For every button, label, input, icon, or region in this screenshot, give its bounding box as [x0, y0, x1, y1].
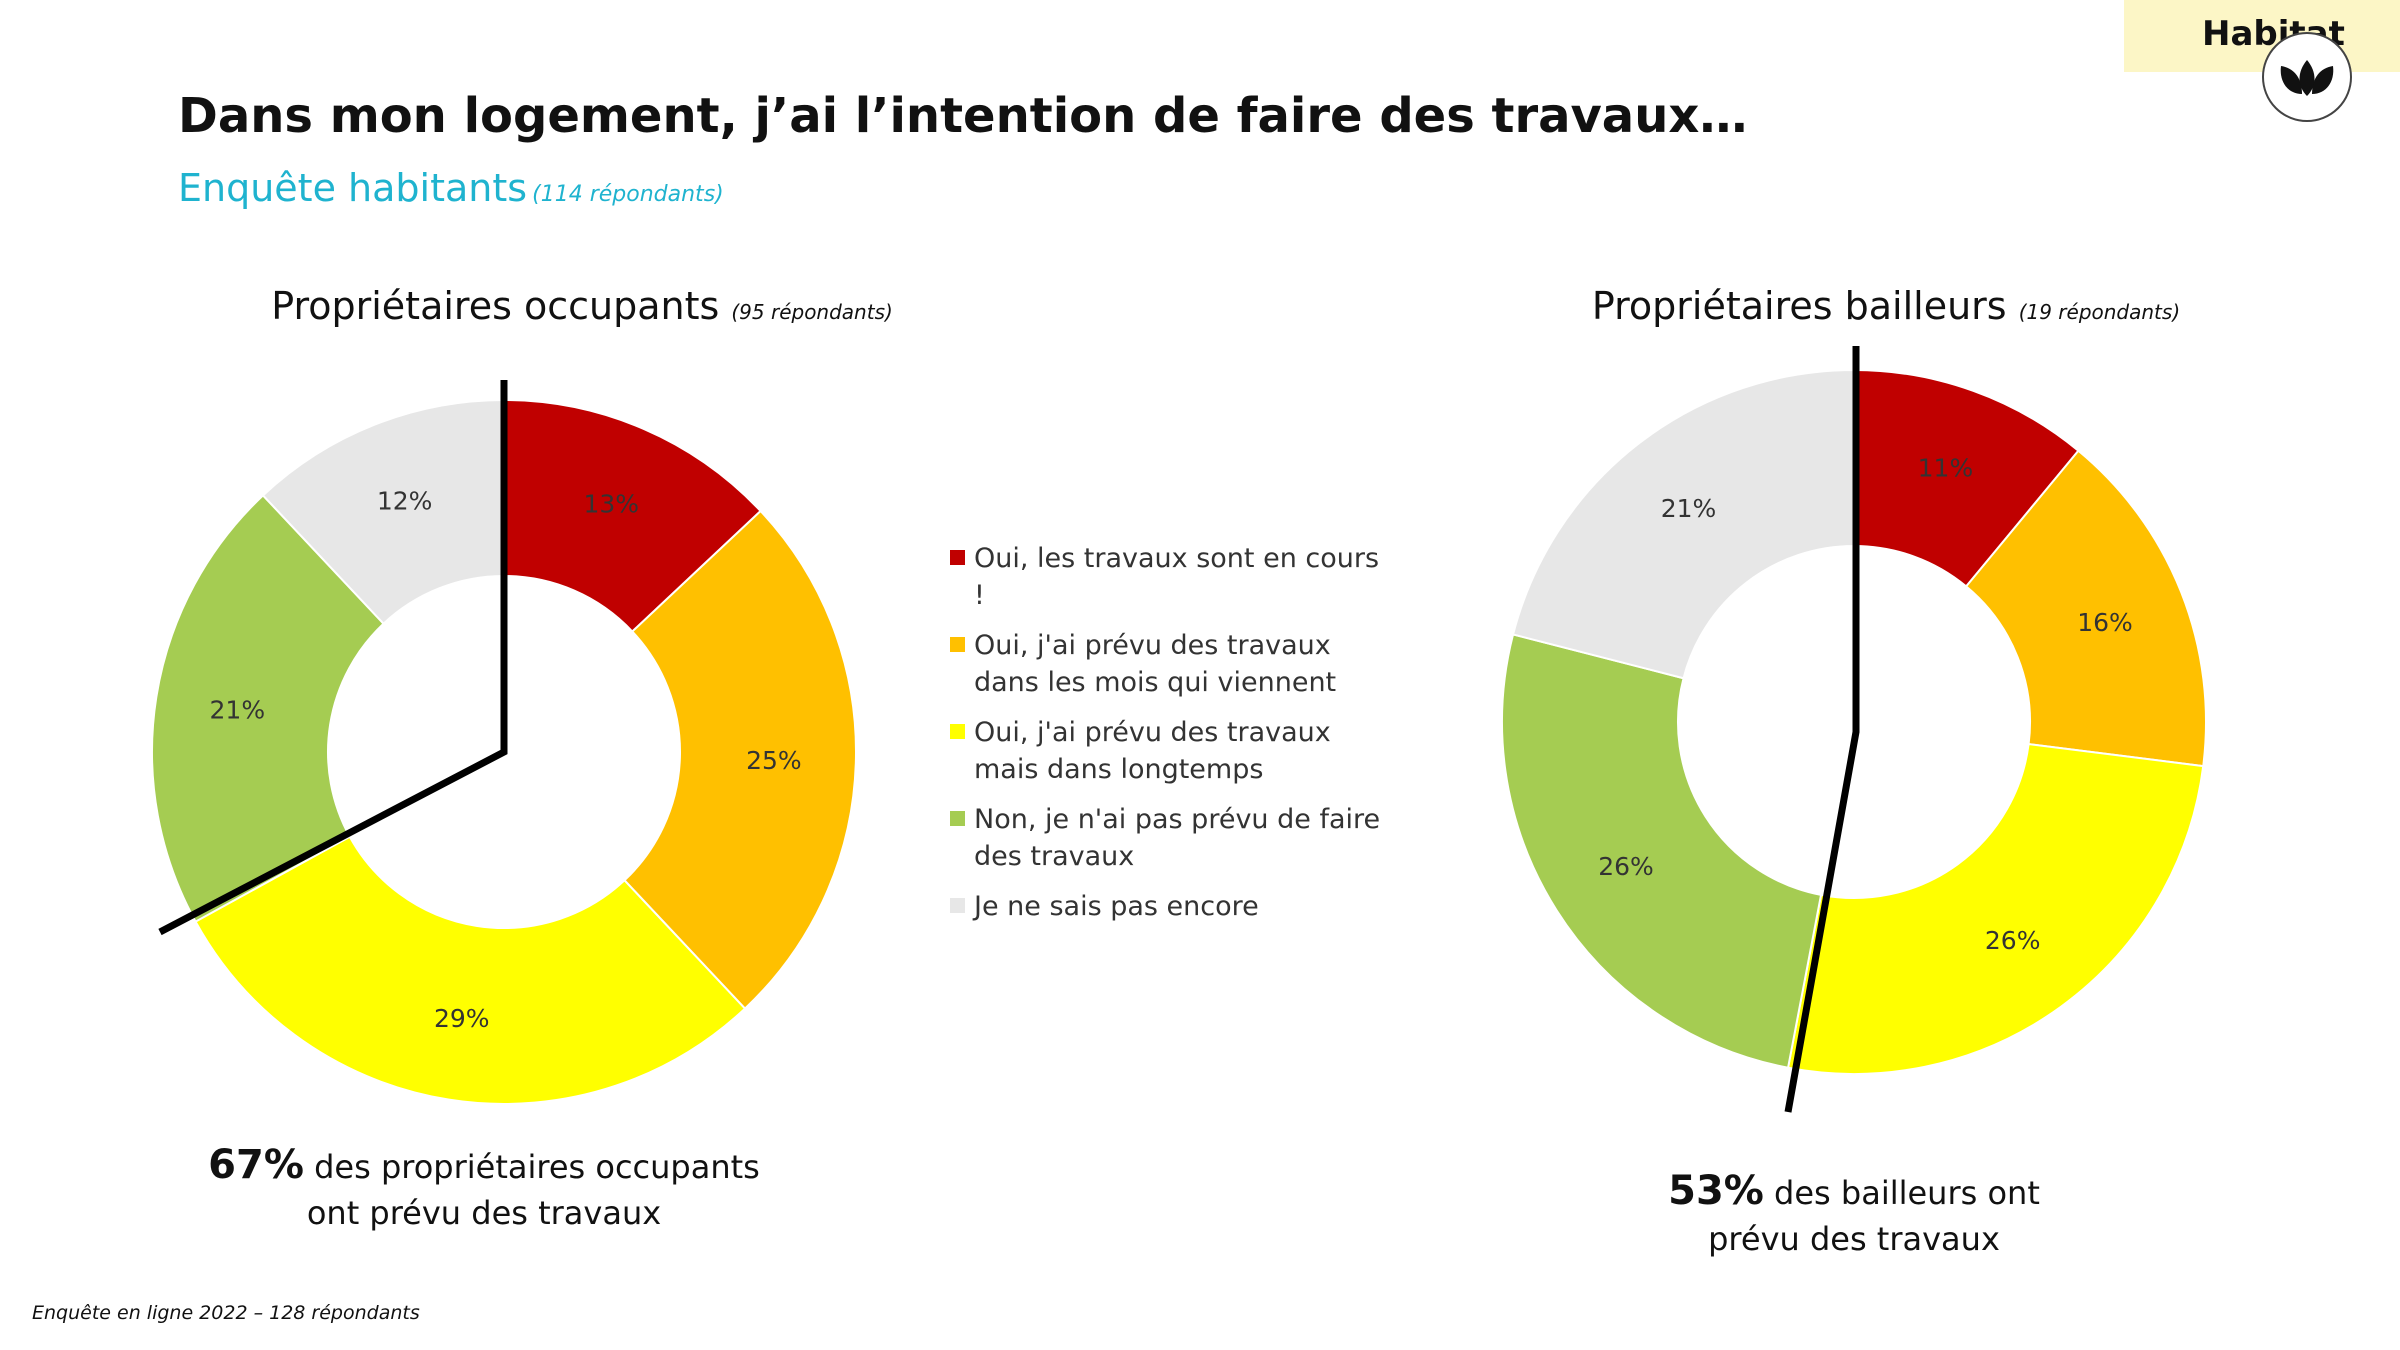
legend-item-en-cours: Oui, les travaux sont en cours ! [950, 540, 1390, 614]
summary-bailleurs-line1: des bailleurs ont [1774, 1174, 2040, 1212]
legend-label: Oui, les travaux sont en cours ! [974, 543, 1380, 611]
data-label-bailleurs-non: 26% [1598, 852, 1654, 881]
data-label-bailleurs-longtemps: 26% [1985, 926, 2041, 955]
page-title: Dans mon logement, j’ai l’intention de f… [178, 88, 1748, 144]
donut-chart-bailleurs: 11% 16% 26% 26% 21% [1501, 346, 2207, 1113]
brand-logo-icon [2262, 32, 2352, 122]
footnote: Enquête en ligne 2022 – 128 répondants [32, 1302, 420, 1324]
legend-label: Non, je n'ai pas prévu de faire des trav… [974, 804, 1381, 872]
legend-swatch [950, 637, 965, 652]
data-label-bailleurs-en-cours: 11% [1918, 453, 1974, 482]
chart-title-occupants-note: (95 répondants) [731, 300, 893, 324]
legend-label: Je ne sais pas encore [974, 891, 1259, 922]
data-label-bailleurs-mois-qui-viennent: 16% [2077, 608, 2133, 637]
chart-title-occupants: Propriétaires occupants (95 répondants) [271, 284, 893, 328]
donut-chart-occupants: 13% 25% 29% 21% 12% [151, 380, 857, 1105]
legend-swatch [950, 550, 965, 565]
legend-swatch [950, 898, 965, 913]
summary-occupants-value: 67% [208, 1142, 304, 1188]
data-label-bailleurs-ne-sais-pas: 21% [1661, 494, 1717, 523]
slice-bailleurs-ne-sais-pas [1511, 368, 1855, 680]
legend-item-ne-sais-pas: Je ne sais pas encore [950, 888, 1390, 925]
summary-occupants-line1: des propriétaires occupants [314, 1148, 760, 1186]
slice-bailleurs-longtemps [1786, 742, 2205, 1075]
summary-bailleurs-line2: prévu des travaux [1708, 1220, 2000, 1258]
legend-swatch [950, 724, 965, 739]
data-label-occupants-longtemps: 29% [434, 1004, 490, 1033]
data-label-occupants-non: 21% [210, 695, 266, 724]
slice-occupants-non [151, 493, 385, 923]
legend-item-non: Non, je n'ai pas prévu de faire des trav… [950, 801, 1390, 875]
chart-title-bailleurs-text: Propriétaires bailleurs [1591, 284, 2007, 328]
subtitle-text: Enquête habitants [178, 166, 528, 210]
data-label-occupants-ne-sais-pas: 12% [377, 486, 433, 515]
chart-title-occupants-text: Propriétaires occupants [271, 284, 720, 328]
summary-occupants-line2: ont prévu des travaux [306, 1194, 662, 1232]
legend-label: Oui, j'ai prévu des travaux mais dans lo… [974, 717, 1331, 785]
legend-label: Oui, j'ai prévu des travaux dans les moi… [974, 630, 1337, 698]
divider-line-bailleurs [1784, 346, 1860, 1113]
data-label-occupants-mois-qui-viennent: 25% [746, 746, 802, 775]
chart-title-bailleurs: Propriétaires bailleurs (19 répondants) [1592, 284, 2180, 328]
slice-occupants-en-cours [503, 398, 763, 633]
summary-bailleurs: 53% des bailleurs ont prévu des travaux [1574, 1168, 2134, 1262]
slice-occupants-longtemps [194, 835, 747, 1105]
data-label-occupants-en-cours: 13% [583, 490, 639, 519]
summary-occupants: 67% des propriétaires occupants ont prév… [204, 1142, 764, 1236]
page-subtitle: Enquête habitants (114 répondants) [178, 166, 724, 210]
slice-occupants-mois-qui-viennent [623, 509, 857, 1011]
slice-bailleurs-mois-qui-viennent [1964, 449, 2207, 768]
subtitle-note: (114 répondants) [532, 182, 724, 207]
divider-line-occupants [158, 380, 508, 936]
legend-item-longtemps: Oui, j'ai prévu des travaux mais dans lo… [950, 714, 1390, 788]
summary-bailleurs-value: 53% [1668, 1168, 1764, 1214]
legend-swatch [950, 811, 965, 826]
chart-title-bailleurs-note: (19 répondants) [2018, 300, 2181, 324]
legend-item-mois-qui-viennent: Oui, j'ai prévu des travaux dans les moi… [950, 627, 1390, 701]
slice-bailleurs-non [1501, 633, 1823, 1069]
